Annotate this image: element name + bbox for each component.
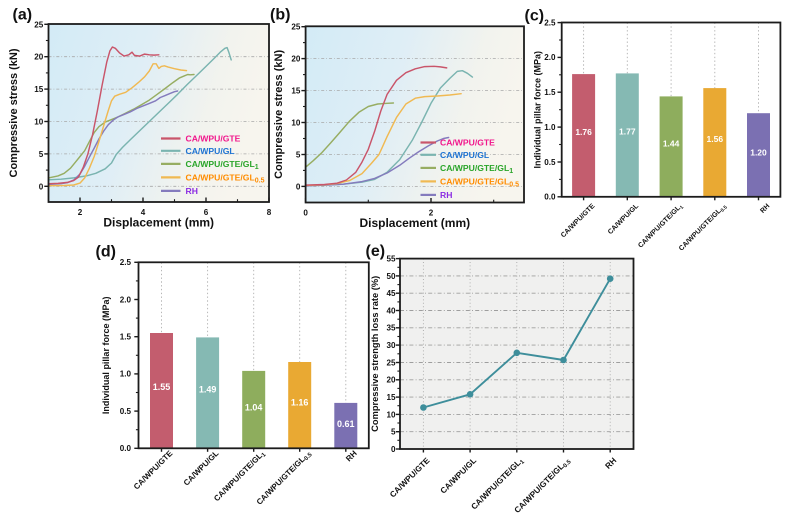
svg-text:RH: RH	[440, 190, 452, 200]
svg-text:10: 10	[291, 119, 301, 128]
svg-text:2.5: 2.5	[544, 18, 556, 27]
svg-text:20: 20	[34, 53, 44, 62]
svg-text:RH: RH	[604, 456, 619, 471]
svg-text:1.56: 1.56	[707, 134, 724, 144]
svg-text:0.0: 0.0	[544, 193, 556, 202]
svg-text:1.55: 1.55	[153, 382, 171, 392]
svg-text:0.0: 0.0	[120, 444, 132, 453]
svg-text:30: 30	[386, 341, 396, 350]
svg-text:15: 15	[291, 87, 301, 96]
svg-text:40: 40	[386, 306, 396, 315]
svg-text:5: 5	[391, 428, 396, 437]
svg-text:1.5: 1.5	[544, 88, 556, 97]
svg-text:CA/WPU/GTE: CA/WPU/GTE	[560, 203, 597, 240]
svg-text:1.44: 1.44	[663, 139, 680, 149]
svg-text:2.0: 2.0	[120, 295, 132, 304]
svg-text:15: 15	[386, 393, 396, 402]
svg-text:RH: RH	[186, 186, 198, 196]
svg-text:RH: RH	[759, 203, 771, 215]
svg-text:10: 10	[34, 118, 44, 127]
svg-text:CA/WPU/GTE/GL1: CA/WPU/GTE/GL1	[186, 159, 259, 171]
svg-text:10: 10	[386, 410, 396, 419]
svg-text:1.04: 1.04	[245, 402, 263, 412]
svg-text:35: 35	[386, 324, 396, 333]
svg-text:(a): (a)	[13, 7, 33, 24]
svg-text:CA/WPU/GTE: CA/WPU/GTE	[388, 456, 432, 500]
svg-text:45: 45	[386, 289, 396, 298]
svg-text:5: 5	[296, 151, 301, 160]
svg-text:CA/WPU/GL: CA/WPU/GL	[440, 150, 489, 160]
svg-text:0.61: 0.61	[337, 419, 355, 429]
svg-text:8: 8	[267, 208, 272, 217]
svg-text:(d): (d)	[96, 244, 116, 261]
svg-text:(c): (c)	[525, 8, 545, 25]
svg-text:Individual pillar force (MPa): Individual pillar force (MPa)	[533, 51, 543, 169]
svg-text:Displacement (mm): Displacement (mm)	[359, 216, 470, 230]
svg-text:2.5: 2.5	[120, 258, 132, 267]
svg-text:25: 25	[386, 358, 396, 367]
svg-text:2.0: 2.0	[544, 53, 556, 62]
svg-text:Compressive strength loss rate: Compressive strength loss rate (%)	[370, 276, 380, 432]
svg-text:50: 50	[386, 272, 396, 281]
svg-text:(e): (e)	[366, 243, 386, 260]
svg-text:55: 55	[386, 255, 396, 264]
svg-text:2: 2	[429, 209, 434, 218]
svg-text:Displacement (mm): Displacement (mm)	[103, 216, 214, 230]
svg-text:1.20: 1.20	[750, 148, 767, 158]
svg-text:CA/WPU/GTE/GL1: CA/WPU/GTE/GL1	[637, 203, 685, 251]
svg-text:CA/WPU/GTE/GL0.5: CA/WPU/GTE/GL0.5	[440, 177, 519, 189]
svg-text:CA/WPU/GTE: CA/WPU/GTE	[186, 134, 241, 144]
svg-text:1.0: 1.0	[544, 123, 556, 132]
svg-text:CA/WPU/GTE: CA/WPU/GTE	[440, 138, 495, 148]
svg-text:1.49: 1.49	[199, 385, 217, 395]
svg-text:0.5: 0.5	[120, 407, 132, 416]
svg-text:CA/WPU/GL: CA/WPU/GL	[439, 456, 478, 495]
svg-text:6: 6	[204, 208, 209, 217]
svg-text:1.77: 1.77	[619, 126, 636, 136]
svg-text:25: 25	[291, 23, 301, 32]
svg-text:CA/WPU/GTE: CA/WPU/GTE	[132, 448, 175, 491]
svg-text:1.76: 1.76	[575, 127, 592, 137]
svg-text:CA/WPU/GL: CA/WPU/GL	[186, 146, 235, 156]
svg-text:1.5: 1.5	[120, 333, 132, 342]
svg-text:0: 0	[39, 182, 44, 191]
svg-text:0: 0	[391, 445, 396, 454]
svg-text:Compressive stress (kN): Compressive stress (kN)	[273, 50, 285, 179]
svg-text:0: 0	[303, 209, 308, 218]
svg-text:20: 20	[386, 376, 396, 385]
svg-text:(b): (b)	[270, 7, 290, 24]
svg-text:1.16: 1.16	[291, 398, 309, 408]
svg-text:CA/WPU/GTE/GL0.5: CA/WPU/GTE/GL0.5	[186, 173, 265, 185]
svg-text:20: 20	[291, 55, 301, 64]
svg-text:1.0: 1.0	[120, 370, 132, 379]
svg-text:CA/WPU/GL: CA/WPU/GL	[182, 449, 221, 488]
svg-text:0: 0	[296, 182, 301, 191]
svg-text:CA/WPU/GL: CA/WPU/GL	[607, 202, 641, 236]
svg-text:15: 15	[34, 85, 44, 94]
svg-text:5: 5	[39, 150, 44, 159]
svg-text:CA/WPU/GTE/GL0.5: CA/WPU/GTE/GL0.5	[678, 203, 729, 254]
svg-text:CA/WPU/GTE/GL1: CA/WPU/GTE/GL1	[440, 163, 513, 175]
svg-text:Individual pillar force (MPa): Individual pillar force (MPa)	[101, 297, 111, 415]
svg-text:Compressive stress (kN): Compressive stress (kN)	[8, 48, 20, 177]
svg-text:0.5: 0.5	[544, 158, 556, 167]
svg-text:25: 25	[34, 20, 44, 29]
svg-text:2: 2	[78, 208, 83, 217]
svg-text:4: 4	[141, 208, 146, 217]
